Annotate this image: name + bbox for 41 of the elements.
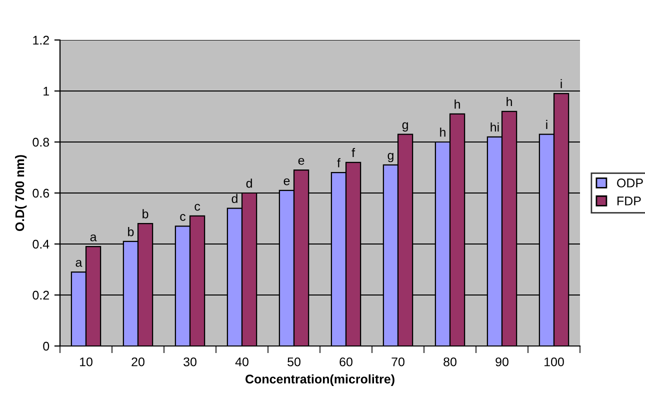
y-tick-label: 0.4 (32, 240, 50, 249)
y-tick-label: 1 (44, 86, 49, 96)
x-tick-label: 50 (288, 357, 300, 366)
x-tick-label: 30 (184, 357, 196, 366)
data-label: a (76, 260, 82, 267)
data-label: i (546, 120, 548, 129)
y-tick-label: 0.6 (32, 188, 50, 198)
y-tick-label: 1.2 (33, 36, 49, 45)
data-label: h (454, 100, 460, 109)
data-label: c (180, 214, 186, 221)
y-tick-label: 0.2 (32, 290, 49, 300)
x-axis-title: Concentration(microlitre) (246, 374, 394, 386)
x-tick-label: 80 (444, 357, 456, 366)
data-label: b (142, 209, 148, 218)
data-label: d (232, 194, 238, 204)
y-tick-label: 0 (43, 342, 50, 351)
data-label: hi (490, 122, 499, 132)
y-tick-label: 0.8 (32, 138, 50, 147)
data-label: f (337, 158, 340, 168)
data-label: a (90, 234, 97, 242)
data-label: g (402, 122, 408, 132)
data-label: g (388, 152, 394, 162)
data-label: h (440, 128, 446, 137)
x-tick-label: 40 (235, 357, 248, 366)
x-tick-label: 10 (80, 357, 92, 366)
x-tick-label: 100 (544, 357, 564, 366)
data-label: f (352, 148, 356, 158)
x-tick-label: 20 (132, 357, 144, 366)
x-tick-label: 90 (496, 357, 508, 366)
data-label: e (298, 158, 304, 165)
x-tick-label: 60 (340, 357, 352, 366)
x-tick-label: 70 (392, 357, 404, 366)
data-label: e (284, 178, 290, 186)
data-label: c (194, 204, 200, 211)
legend-label: ODP (617, 178, 643, 188)
data-label: d (246, 178, 252, 188)
data-label: i (560, 79, 562, 88)
data-label: b (128, 227, 134, 236)
data-label: h (506, 96, 512, 106)
legend-label: FDP (617, 196, 641, 206)
y-axis-title: O.D( 700 nm) (15, 155, 27, 232)
